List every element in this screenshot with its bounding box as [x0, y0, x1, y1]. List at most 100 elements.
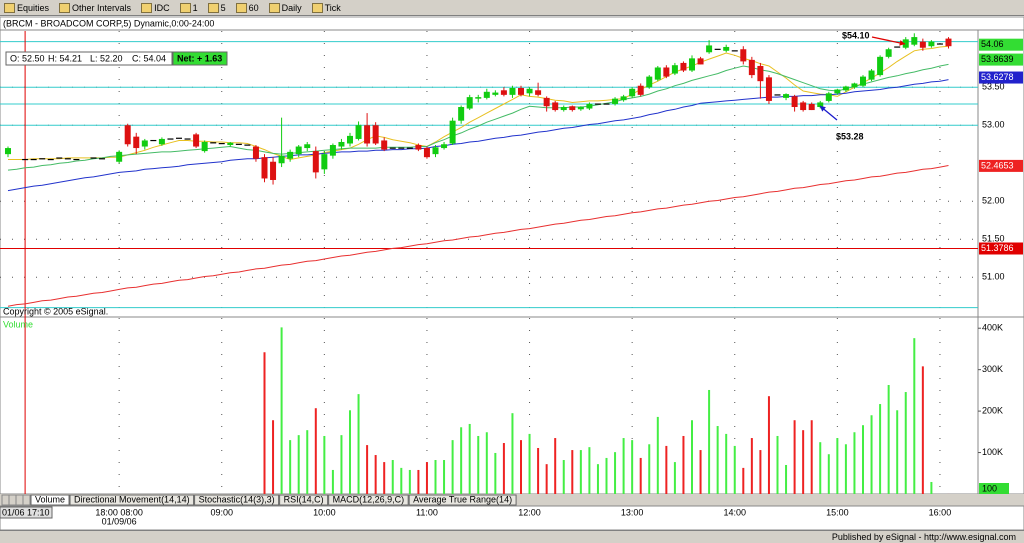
toolbar-button[interactable]: Daily: [281, 2, 302, 13]
volume-bar: [588, 447, 591, 494]
candle-body: [441, 144, 448, 149]
volume-bar: [306, 430, 309, 494]
readout-box: [5, 51, 173, 66]
volume-bar: [400, 467, 403, 494]
toolbar-icon[interactable]: [179, 2, 191, 13]
cursor-label-box: [0, 506, 53, 519]
tab[interactable]: [69, 494, 195, 506]
volume-tag: [979, 483, 1009, 495]
tab[interactable]: [279, 494, 329, 506]
tab[interactable]: [30, 494, 70, 506]
toolbar-button[interactable]: 60: [248, 2, 259, 13]
volume-bar: [879, 404, 882, 494]
volume-bar: [391, 460, 394, 494]
candle-body: [765, 77, 772, 101]
candle-body: [372, 125, 379, 144]
tab[interactable]: [194, 494, 280, 506]
candle-body: [620, 96, 627, 101]
volume-bar: [930, 481, 933, 494]
readout-value: H: 54.21: [48, 53, 82, 63]
volume-bar: [468, 423, 471, 494]
x-tick-label: 15:00: [826, 507, 849, 517]
volume-bar: [579, 450, 582, 494]
candle-body: [552, 102, 559, 111]
volume-bar: [331, 469, 334, 494]
y-tick-label: 53.50: [982, 82, 1005, 92]
tab-label[interactable]: Average True Range(14): [413, 494, 512, 504]
candle-body: [842, 86, 849, 91]
volume-bar: [374, 455, 377, 494]
candle-body: [877, 56, 884, 76]
scroll-button[interactable]: [1, 494, 10, 506]
toolbar-button[interactable]: IDC: [154, 2, 170, 13]
toolbar-icon[interactable]: [4, 2, 15, 13]
tab-label[interactable]: Volume: [35, 494, 65, 504]
scroll-button[interactable]: [8, 494, 17, 506]
candle-body: [483, 91, 490, 98]
candle-body: [791, 96, 798, 108]
candle-body: [757, 65, 764, 82]
toolbar-icon[interactable]: [311, 2, 323, 13]
readout-value: O: 52.50: [10, 53, 45, 63]
candle-body: [919, 41, 926, 48]
volume-bar: [656, 416, 659, 494]
tab-label[interactable]: Stochastic(14(3),3): [199, 494, 275, 504]
candle-body: [526, 88, 533, 94]
scroll-button[interactable]: [15, 494, 24, 506]
volume-bar: [742, 467, 745, 494]
volume-bar: [802, 430, 805, 494]
toolbar-button[interactable]: Tick: [324, 2, 341, 13]
candle-body: [73, 158, 80, 161]
toolbar-button[interactable]: Equities: [17, 2, 50, 13]
candle-body: [30, 158, 37, 161]
toolbar-icon[interactable]: [59, 2, 71, 13]
volume-bar: [451, 440, 454, 494]
candle-body: [423, 148, 430, 158]
volume-tick-label: 400K: [982, 323, 1003, 333]
candle-body: [560, 107, 567, 111]
tab[interactable]: [328, 494, 409, 506]
volume-bar: [870, 415, 873, 494]
tab-label[interactable]: MACD(12,26,9,C): [333, 494, 405, 504]
candle-body: [492, 92, 499, 95]
volume-bar: [562, 460, 565, 494]
toolbar-button[interactable]: 5: [220, 2, 226, 13]
volume-bar: [665, 445, 668, 494]
x-tick-label: 11:00: [416, 507, 438, 517]
price-tag: [979, 242, 1023, 255]
toolbar-button[interactable]: 1: [192, 2, 198, 13]
volume-bar: [340, 435, 343, 494]
candle-body: [210, 142, 217, 144]
toolbar-icon[interactable]: [207, 2, 219, 13]
candle-body: [432, 147, 439, 155]
tab[interactable]: [408, 494, 517, 506]
y-tick-label: 51.00: [982, 272, 1005, 282]
toolbar-button[interactable]: Other Intervals: [72, 2, 132, 13]
price-tag-label: 51.3786: [981, 243, 1014, 253]
candle-body: [355, 125, 362, 139]
candle-body: [338, 141, 345, 147]
candle-body: [586, 103, 593, 109]
volume-bar: [673, 462, 676, 494]
candle-body: [116, 151, 123, 162]
candle-body: [244, 144, 251, 146]
candle-body: [406, 147, 413, 149]
candle-body: [347, 135, 353, 144]
tab-label[interactable]: Directional Movement(14,14): [74, 494, 190, 504]
y-tick-label: 53.00: [982, 120, 1005, 130]
scroll-button[interactable]: [22, 494, 31, 506]
volume-bar: [366, 445, 369, 494]
candle-body: [304, 144, 311, 149]
candle-body: [928, 41, 935, 47]
candle-body: [475, 97, 482, 99]
volume-bar: [827, 454, 830, 494]
toolbar-icon[interactable]: [235, 2, 247, 13]
volume-bar: [776, 435, 779, 494]
volume-bar: [545, 464, 548, 494]
tab-label[interactable]: RSI(14,C): [284, 494, 324, 504]
toolbar-icon[interactable]: [268, 2, 280, 13]
toolbar-icon[interactable]: [141, 2, 153, 13]
candle-body: [449, 120, 456, 144]
